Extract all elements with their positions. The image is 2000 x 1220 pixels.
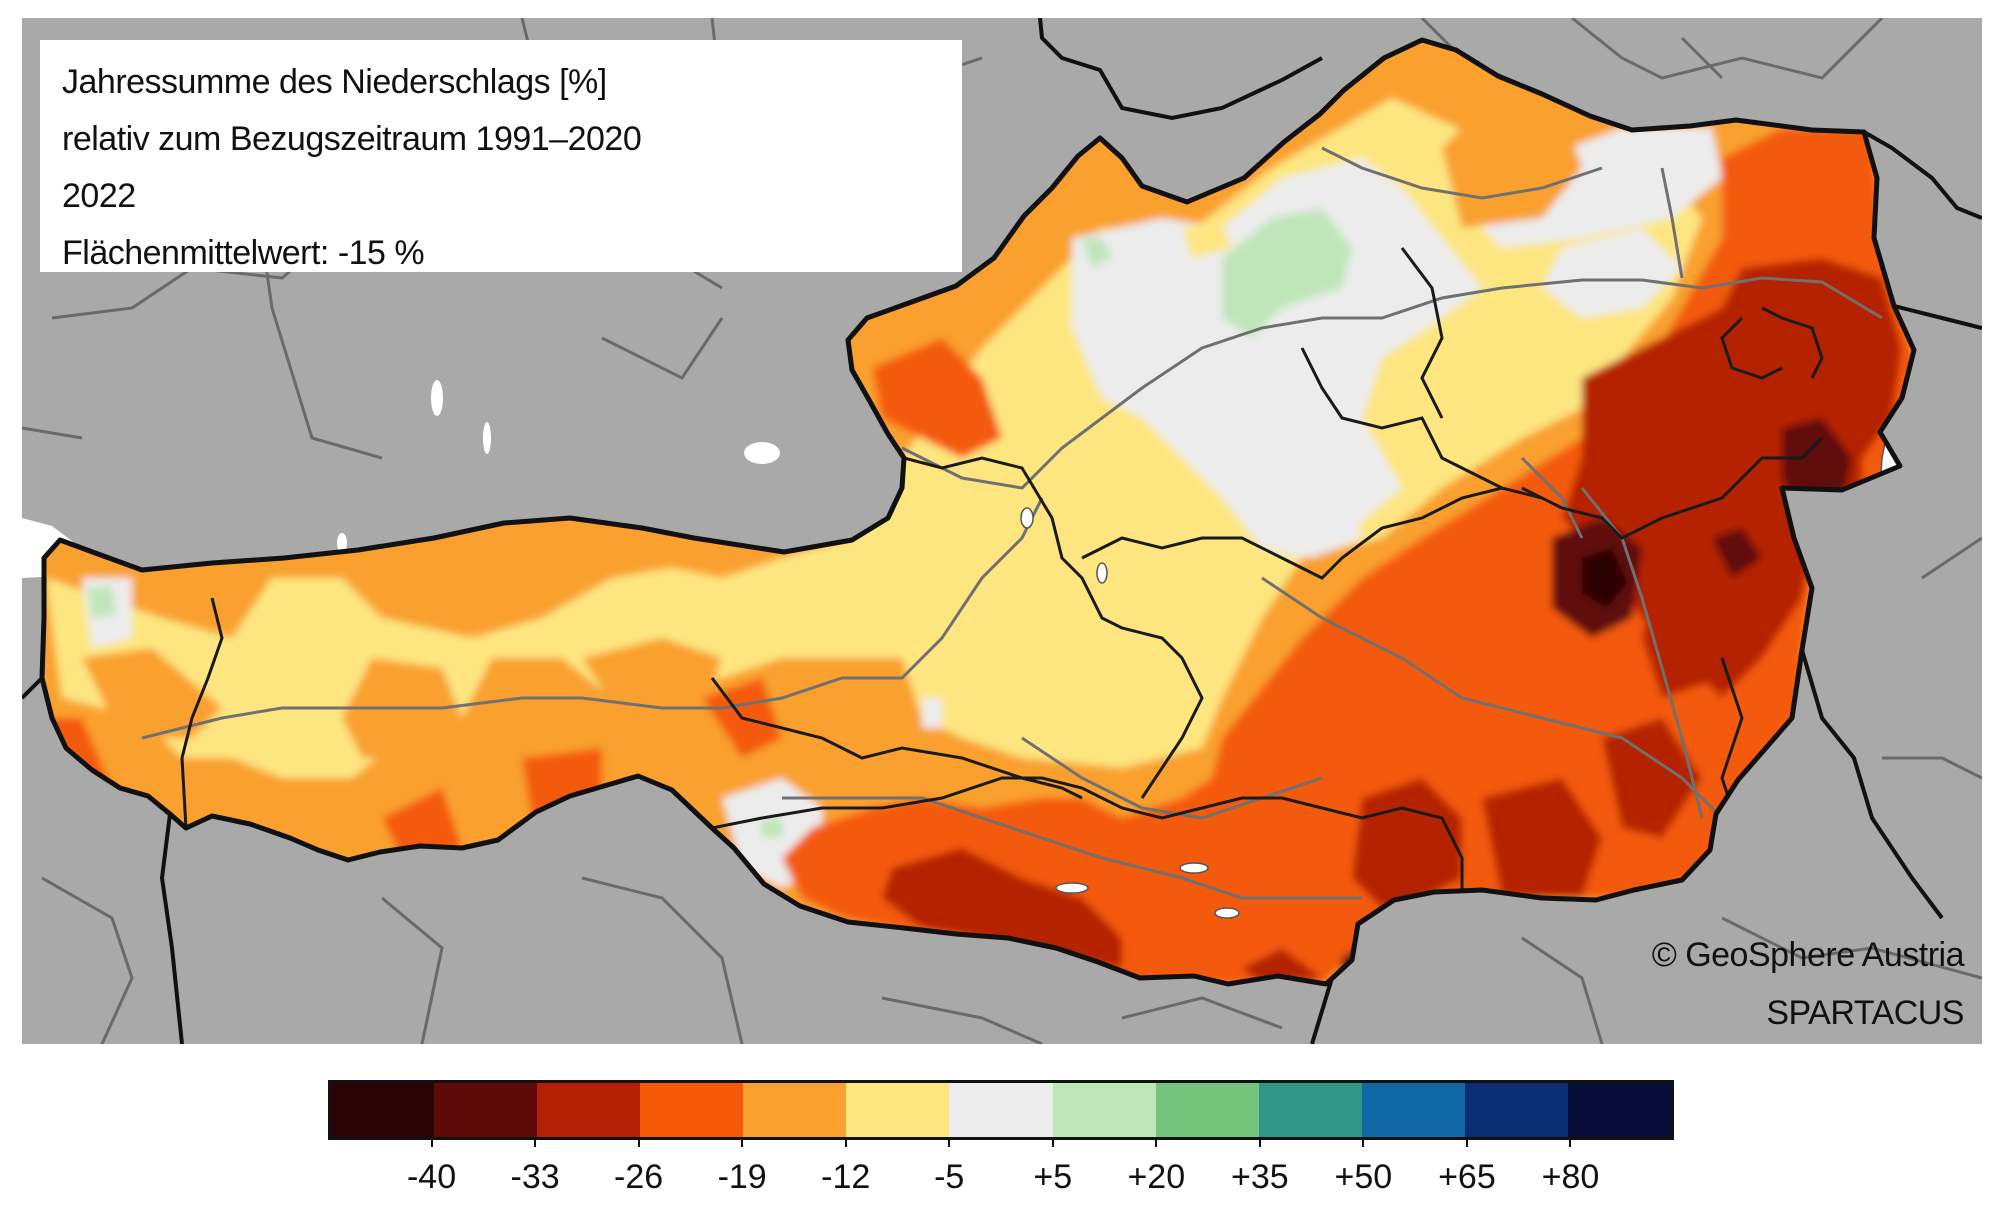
legend-tick-label: -12 xyxy=(821,1158,871,1196)
legend-tick-label: +5 xyxy=(1033,1158,1073,1196)
legend-tick-label: -33 xyxy=(510,1158,560,1196)
legend-tick-mark xyxy=(844,1137,847,1147)
map-year: 2022 xyxy=(62,177,136,215)
neighbour-borders xyxy=(22,18,1982,1044)
state-borders xyxy=(180,247,1824,898)
legend-tick-label: -5 xyxy=(934,1158,965,1196)
legend-tick-mark xyxy=(637,1137,640,1147)
lake-icon xyxy=(337,533,347,553)
legend-swatch xyxy=(1464,1083,1568,1137)
legend-tick-mark xyxy=(741,1137,744,1147)
legend-tick-mark xyxy=(1155,1137,1158,1147)
legend-tick-mark xyxy=(430,1137,433,1147)
legend-tick-mark xyxy=(534,1137,537,1147)
legend-swatch xyxy=(1052,1083,1156,1137)
map-title: Jahressumme des Niederschlags [%] xyxy=(62,63,607,101)
legend-tick-mark xyxy=(1258,1137,1261,1147)
legend-swatch xyxy=(640,1083,744,1137)
legend-swatch xyxy=(949,1083,1053,1137)
copyright-label: © GeoSphere Austria xyxy=(1651,936,1965,974)
legend-swatch xyxy=(1361,1083,1465,1137)
lake-icon xyxy=(1179,862,1209,874)
legend-tick-mark xyxy=(1569,1137,1572,1147)
lake-icon xyxy=(431,380,443,416)
legend-tick-mark xyxy=(1051,1137,1054,1147)
lake-icon xyxy=(1020,507,1034,529)
austria-border xyxy=(39,37,1917,987)
dataset-label: SPARTACUS xyxy=(1766,994,1964,1032)
legend-swatch xyxy=(537,1083,641,1137)
color-legend xyxy=(328,1080,1674,1140)
legend-swatch xyxy=(1258,1083,1362,1137)
legend-swatch xyxy=(434,1083,538,1137)
legend-tick-label: +35 xyxy=(1231,1158,1289,1196)
legend-tick-label: -19 xyxy=(717,1158,767,1196)
area-mean-value: Flächenmittelwert: -15 % xyxy=(62,234,425,272)
legend-swatch xyxy=(743,1083,847,1137)
legend-swatch xyxy=(1155,1083,1259,1137)
legend-swatch xyxy=(1567,1083,1672,1137)
legend-tick-label: +50 xyxy=(1334,1158,1393,1196)
legend-tick-mark xyxy=(948,1137,951,1147)
legend-swatch xyxy=(331,1083,435,1137)
legend-tick-label: +65 xyxy=(1438,1158,1496,1196)
legend-tick-label: +80 xyxy=(1541,1158,1600,1196)
legend-tick-label: -40 xyxy=(406,1158,457,1196)
lake-icon xyxy=(1055,882,1089,894)
map-subtitle: relativ zum Bezugszeitraum 1991–2020 xyxy=(62,120,642,158)
lake-chiemsee-icon xyxy=(744,442,780,464)
lake-icon xyxy=(1214,907,1240,919)
lake-icon xyxy=(483,422,491,454)
legend-tick-mark xyxy=(1465,1137,1468,1147)
lake-icon xyxy=(1096,562,1108,584)
legend-tick-label: -26 xyxy=(614,1158,664,1196)
legend-tick-mark xyxy=(1362,1137,1365,1147)
legend-tick-label: +20 xyxy=(1127,1158,1186,1196)
legend-swatch xyxy=(846,1083,950,1137)
map-title-box: Jahressumme des Niederschlags [%] relati… xyxy=(40,40,962,272)
